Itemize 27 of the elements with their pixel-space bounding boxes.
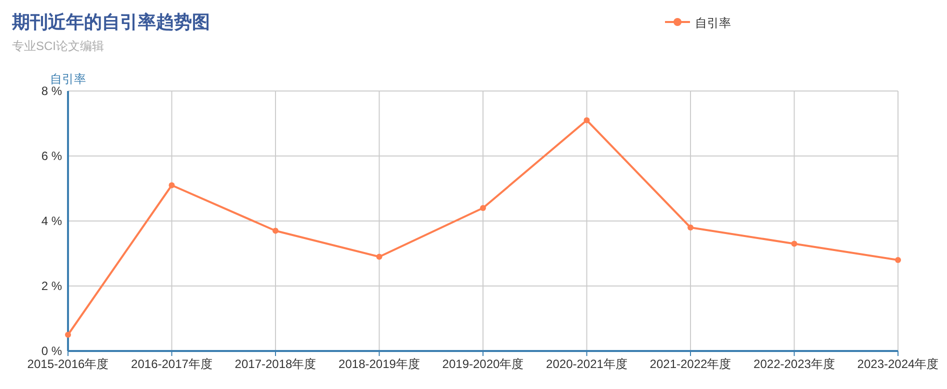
legend-label: 自引率 — [695, 16, 731, 30]
x-tick-label: 2022-2023年度 — [754, 357, 835, 371]
x-tick-label: 2020-2021年度 — [546, 357, 628, 371]
y-axis-title: 自引率 — [50, 72, 86, 86]
x-tick-label: 2018-2019年度 — [338, 357, 420, 371]
point — [895, 257, 901, 263]
y-tick-label: 2 % — [41, 279, 62, 293]
point — [272, 228, 278, 234]
point — [376, 254, 382, 260]
y-tick-label: 6 % — [41, 149, 62, 163]
chart-subtitle: 专业SCI论文编辑 — [12, 39, 104, 53]
x-tick-label: 2016-2017年度 — [131, 357, 212, 371]
x-tick-label: 2019-2020年度 — [442, 357, 524, 371]
point — [791, 240, 798, 247]
point — [688, 224, 694, 230]
x-tick-label: 2021-2022年度 — [650, 357, 732, 371]
point — [168, 182, 175, 188]
x-tick-label: 2023-2024年度 — [857, 357, 939, 371]
x-tick-label: 2017-2018年度 — [234, 357, 316, 371]
point — [65, 332, 71, 338]
x-tick-label: 2015-2016年度 — [27, 357, 109, 371]
y-tick-label: 0 % — [41, 344, 62, 358]
y-tick-label: 8 % — [41, 84, 62, 98]
y-tick-label: 4 % — [41, 214, 62, 228]
point — [480, 205, 486, 211]
chart-title: 期刊近年的自引率趋势图 — [11, 12, 210, 32]
point — [584, 117, 590, 124]
